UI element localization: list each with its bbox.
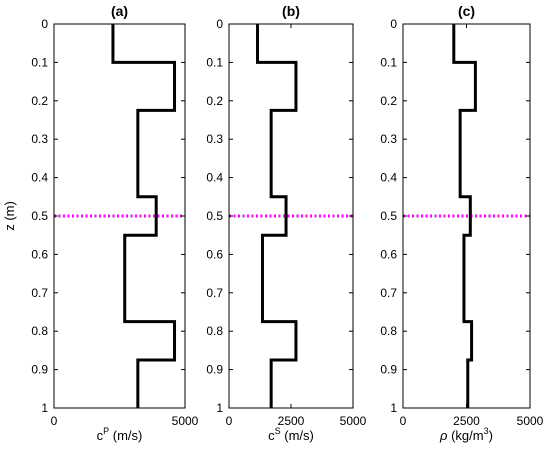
y-tick-label: 0.3 <box>31 132 48 146</box>
y-tick-label: 0.7 <box>206 286 223 300</box>
y-tick-label: 0.5 <box>31 209 48 223</box>
x-tick-label: 0 <box>400 414 407 428</box>
panel-1: 00.10.20.30.40.50.60.70.80.910 5000(a)cP … <box>2 3 199 443</box>
y-tick-label: 0.2 <box>380 94 397 108</box>
panel-title: (c) <box>458 3 475 19</box>
x-tick-label: 5000 <box>172 414 199 428</box>
y-tick-label: 0.4 <box>206 171 223 185</box>
y-axis-label: z (m) <box>2 201 17 231</box>
y-tick-label: 0.8 <box>206 324 223 338</box>
y-tick-label: 0.6 <box>380 247 397 261</box>
y-tick-label: 0.7 <box>31 286 48 300</box>
x-axis-label: cS (m/s) <box>268 426 314 443</box>
y-tick-label: 0.1 <box>206 55 223 69</box>
y-tick-label: 0.9 <box>206 363 223 377</box>
y-tick-label: 1 <box>216 401 223 415</box>
y-tick-label: 0.8 <box>380 324 397 338</box>
y-tick-label: 1 <box>390 401 397 415</box>
y-tick-label: 0.3 <box>206 132 223 146</box>
y-tick-label: 0 <box>216 17 223 31</box>
y-tick-label: 0 <box>390 17 397 31</box>
panel-3: 00.10.20.30.40.50.60.70.80.910 2500 5000(c… <box>380 3 543 443</box>
x-tick-label: 5000 <box>340 414 367 428</box>
y-tick-label: 0 <box>41 17 48 31</box>
x-tick-label: 0 <box>226 414 233 428</box>
y-tick-label: 0.3 <box>380 132 397 146</box>
x-tick-label: 2500 <box>278 414 305 428</box>
y-tick-label: 0.5 <box>380 209 397 223</box>
series-line <box>111 24 177 408</box>
y-tick-label: 0.7 <box>380 286 397 300</box>
y-tick-label: 0.9 <box>31 363 48 377</box>
y-tick-label: 0.2 <box>31 94 48 108</box>
y-tick-label: 0.9 <box>380 363 397 377</box>
x-tick-label: 0 <box>51 414 58 428</box>
x-tick-label: 5000 <box>517 414 544 428</box>
y-tick-label: 0.1 <box>380 55 397 69</box>
x-axis-label: cP (m/s) <box>97 426 143 443</box>
x-axis-label: ρ (kg/m3) <box>439 426 493 443</box>
y-tick-label: 0.4 <box>380 171 397 185</box>
panel-2: 00.10.20.30.40.50.60.70.80.910 2500 5000(b… <box>206 3 366 443</box>
series-line <box>452 24 477 408</box>
panel-title: (b) <box>282 3 300 19</box>
y-tick-label: 1 <box>41 401 48 415</box>
y-tick-label: 0.5 <box>206 209 223 223</box>
panel-title: (a) <box>111 3 128 19</box>
series-line <box>256 24 298 408</box>
x-tick-label: 2500 <box>453 414 480 428</box>
y-tick-label: 0.1 <box>31 55 48 69</box>
y-tick-label: 0.4 <box>31 171 48 185</box>
y-tick-label: 0.6 <box>31 247 48 261</box>
y-tick-label: 0.6 <box>206 247 223 261</box>
y-tick-label: 0.8 <box>31 324 48 338</box>
y-tick-label: 0.2 <box>206 94 223 108</box>
